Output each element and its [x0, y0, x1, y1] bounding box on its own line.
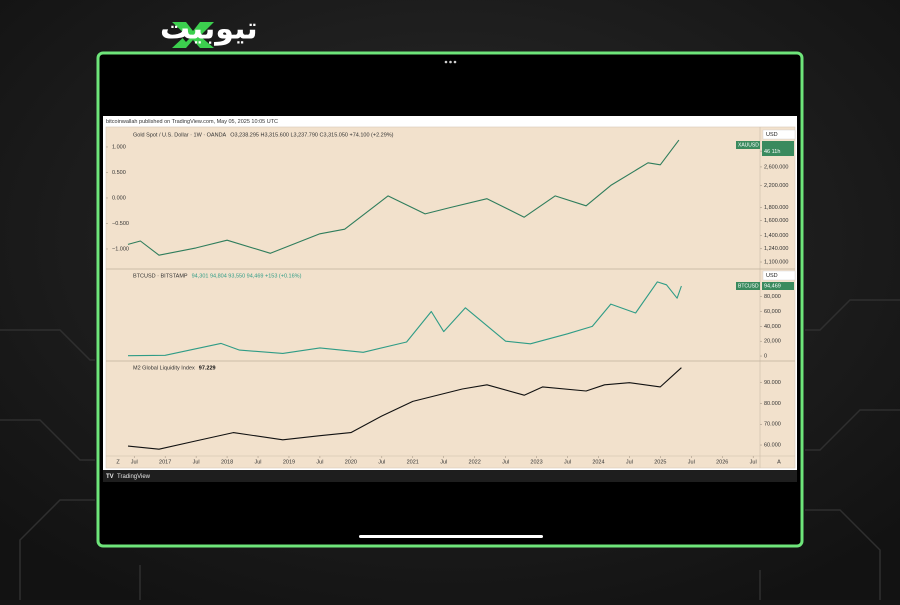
price-tag: [762, 282, 794, 290]
y-tick-label: 80,000: [764, 294, 781, 300]
y2-tick-label: 0.000: [112, 195, 126, 201]
currency-label: USD: [766, 273, 778, 279]
logo-icon: [172, 22, 214, 48]
x-tick-label: Jul: [193, 459, 200, 465]
symbol-tag-label: BTCUSD: [738, 283, 759, 289]
y-tick-label: 60,000: [764, 309, 781, 315]
y-tick-label: 1,400.000: [764, 233, 788, 239]
y-tick-label: 2,200.000: [764, 183, 788, 189]
pane-values: 97.229: [199, 365, 216, 371]
footer-brand: TradingView: [117, 474, 151, 480]
footer-logo-mark: TV: [106, 474, 114, 480]
logo-text: تیوبیت: [160, 12, 258, 47]
price-tag-label: 94,469: [764, 283, 781, 289]
y2-tick-label: −1.000: [112, 246, 129, 252]
y-tick-label: 1,600.000: [764, 218, 788, 224]
x-tick-label: 2024: [592, 459, 604, 465]
y-tick-label: 60.000: [764, 442, 781, 448]
pane-title: Gold Spot / U.S. Dollar · 1W · OANDA: [133, 132, 227, 138]
auto-scale-button[interactable]: A: [777, 459, 781, 465]
pane-title: M2 Global Liquidity Index: [133, 365, 195, 371]
y-tick-label: 2,600.000: [764, 164, 788, 170]
x-tick-label: Jul: [255, 459, 262, 465]
series-line: [127, 367, 682, 450]
x-tick-label: Jul: [750, 459, 757, 465]
x-tick-label: 2018: [221, 459, 233, 465]
x-tick-label: Jul: [626, 459, 633, 465]
symbol-tag: [736, 141, 760, 149]
x-tick-label: 2026: [716, 459, 728, 465]
series-line: [127, 139, 680, 256]
y-tick-label: 80.000: [764, 401, 781, 407]
currency-box: [762, 129, 796, 140]
price-tag: [762, 141, 794, 156]
publish-note: bitcoinwallah published on TradingView.c…: [106, 119, 278, 125]
x-tick-label: 2022: [469, 459, 481, 465]
symbol-tag: [736, 282, 760, 290]
y-tick-label: 0: [764, 353, 767, 359]
x-tick-label: 2021: [407, 459, 419, 465]
y-tick-label: 40,000: [764, 324, 781, 330]
y-tick-label: 1,800.000: [764, 205, 788, 211]
x-tick-label: Jul: [440, 459, 447, 465]
x-tick-label: 2025: [654, 459, 666, 465]
home-indicator[interactable]: [359, 535, 543, 538]
y-tick-label: 70.000: [764, 422, 781, 428]
y-tick-label: 90.000: [764, 380, 781, 386]
pane-values: O3,238.295 H3,315.600 L3,237.790 C3,315.…: [230, 132, 393, 138]
zoom-button[interactable]: Z: [116, 459, 120, 465]
currency-label: USD: [766, 132, 778, 138]
x-tick-label: 2017: [159, 459, 171, 465]
y-tick-label: 20,000: [764, 339, 781, 345]
y2-tick-label: 1.000: [112, 144, 126, 150]
footer-bar: [103, 470, 797, 482]
x-tick-label: 2019: [283, 459, 295, 465]
y2-tick-label: −0.500: [112, 221, 129, 227]
countdown-label: 46 11h: [764, 149, 780, 155]
series-line: [127, 281, 682, 357]
y-tick-label: 1,240.000: [764, 246, 788, 252]
x-tick-label: Jul: [378, 459, 385, 465]
x-tick-label: 2023: [530, 459, 542, 465]
plot-background: [105, 126, 796, 469]
circuit-pattern: [0, 299, 900, 600]
x-tick-label: 2020: [345, 459, 357, 465]
x-tick-label: Jul: [564, 459, 571, 465]
x-tick-label: Jul: [316, 459, 323, 465]
currency-box: [762, 270, 796, 281]
symbol-tag-label: XAUUSD: [738, 142, 759, 148]
x-tick-label: Jul: [688, 459, 695, 465]
pane-values: 94,301 94,804 93,550 94,469 +153 (+0.16%…: [192, 273, 302, 279]
y-tick-label: 1,100.000: [764, 259, 788, 265]
x-tick-label: Jul: [502, 459, 509, 465]
pane-title: BTCUSD · BITSTAMP: [133, 273, 188, 279]
y2-tick-label: 0.500: [112, 170, 126, 176]
more-dots[interactable]: [444, 60, 457, 64]
x-tick-label: Jul: [131, 459, 138, 465]
